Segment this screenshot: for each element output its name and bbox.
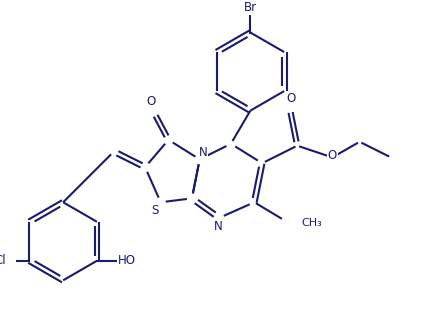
Text: O: O	[328, 149, 337, 162]
Text: O: O	[287, 92, 296, 105]
Text: CH₃: CH₃	[301, 218, 322, 228]
Text: Br: Br	[244, 1, 257, 14]
Text: S: S	[151, 204, 159, 217]
Text: Cl: Cl	[0, 253, 6, 267]
Text: HO: HO	[118, 253, 136, 267]
Text: N: N	[214, 220, 223, 233]
Text: O: O	[146, 95, 156, 108]
Text: N: N	[198, 146, 207, 159]
